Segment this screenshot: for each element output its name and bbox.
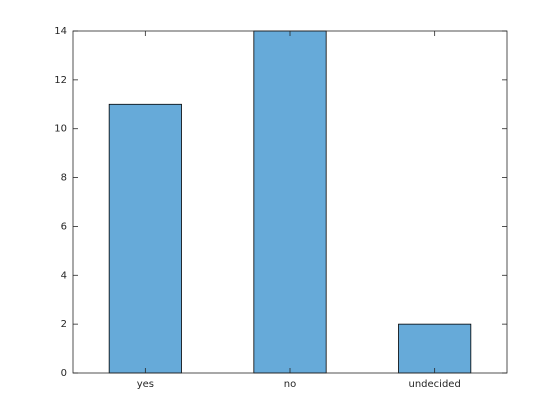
x-tick-label: undecided bbox=[409, 379, 461, 390]
x-tick-label: yes bbox=[137, 379, 154, 390]
x-tick-label: no bbox=[284, 379, 296, 390]
y-tick-label: 8 bbox=[61, 173, 67, 184]
y-tick-label: 10 bbox=[54, 124, 67, 135]
axes-box bbox=[72, 30, 508, 374]
bar bbox=[108, 103, 182, 374]
bar bbox=[253, 30, 327, 374]
y-tick-label: 0 bbox=[61, 368, 67, 379]
y-tick-label: 2 bbox=[61, 319, 67, 330]
y-tick-label: 6 bbox=[61, 221, 67, 232]
bar bbox=[398, 323, 472, 374]
y-tick-label: 12 bbox=[54, 75, 67, 86]
y-tick-label: 14 bbox=[54, 26, 67, 37]
y-tick-label: 4 bbox=[61, 270, 67, 281]
